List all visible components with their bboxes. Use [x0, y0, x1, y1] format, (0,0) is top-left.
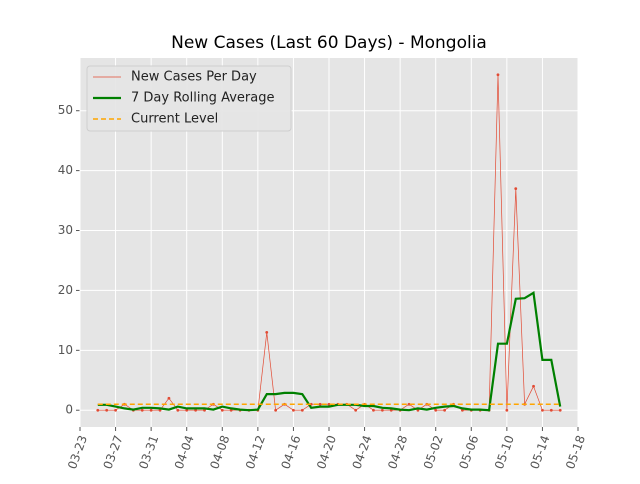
x-tick-label: 04-20 — [314, 433, 339, 471]
series-line — [97, 290, 562, 412]
x-tick-label: 04-12 — [243, 433, 268, 471]
point — [380, 408, 384, 412]
point — [265, 330, 269, 334]
legend-label: New Cases Per Day — [131, 70, 257, 85]
point — [220, 408, 224, 412]
legend-box — [86, 65, 292, 132]
x-tick-label: 04-28 — [385, 433, 410, 471]
point — [96, 408, 100, 412]
x-tick-label: 05-14 — [527, 433, 552, 471]
point — [541, 408, 544, 412]
y-tick-label: 50 — [58, 103, 73, 117]
x-tick-label: 03-23 — [65, 433, 90, 471]
x-tick-label: 05-02 — [421, 433, 446, 471]
point — [372, 408, 375, 412]
point — [514, 187, 518, 190]
point — [443, 408, 447, 412]
legend-label: Current Level — [131, 112, 218, 127]
x-tick-label: 04-16 — [278, 433, 303, 471]
point — [327, 402, 331, 406]
x-tick-label: 03-31 — [136, 433, 161, 471]
x-tick-label: 04-24 — [350, 433, 375, 471]
point — [185, 408, 189, 412]
point — [167, 396, 171, 400]
point — [140, 408, 144, 412]
x-tick-label: 03-27 — [101, 433, 126, 471]
y-tick-label: 0 — [65, 403, 73, 417]
y-tick-label: 30 — [58, 223, 73, 237]
point — [558, 408, 562, 412]
point — [194, 408, 198, 412]
y-tick-label: 20 — [58, 283, 73, 297]
y-tick-label: 10 — [58, 343, 73, 357]
chart-title: New Cases (Last 60 Days) - Mongolia — [171, 33, 487, 53]
y-tick-label: 40 — [58, 163, 73, 177]
point — [354, 408, 358, 412]
point — [274, 408, 278, 412]
point — [176, 408, 180, 412]
x-tick-label: 04-04 — [172, 433, 197, 471]
point — [532, 384, 535, 388]
point — [105, 408, 109, 412]
point — [496, 73, 500, 77]
point — [318, 402, 322, 406]
point — [292, 408, 295, 412]
x-tick-label: 04-08 — [207, 433, 232, 471]
point — [114, 408, 117, 412]
x-tick-label: 05-10 — [492, 433, 517, 471]
legend-label: 7 Day Rolling Average — [131, 91, 274, 106]
x-tick-label: 05-06 — [456, 433, 481, 471]
point — [434, 408, 438, 412]
point — [300, 408, 304, 412]
point — [149, 408, 153, 412]
point — [549, 408, 553, 412]
point — [407, 402, 411, 406]
x-tick-label: 05-18 — [563, 433, 588, 471]
point — [505, 408, 509, 412]
